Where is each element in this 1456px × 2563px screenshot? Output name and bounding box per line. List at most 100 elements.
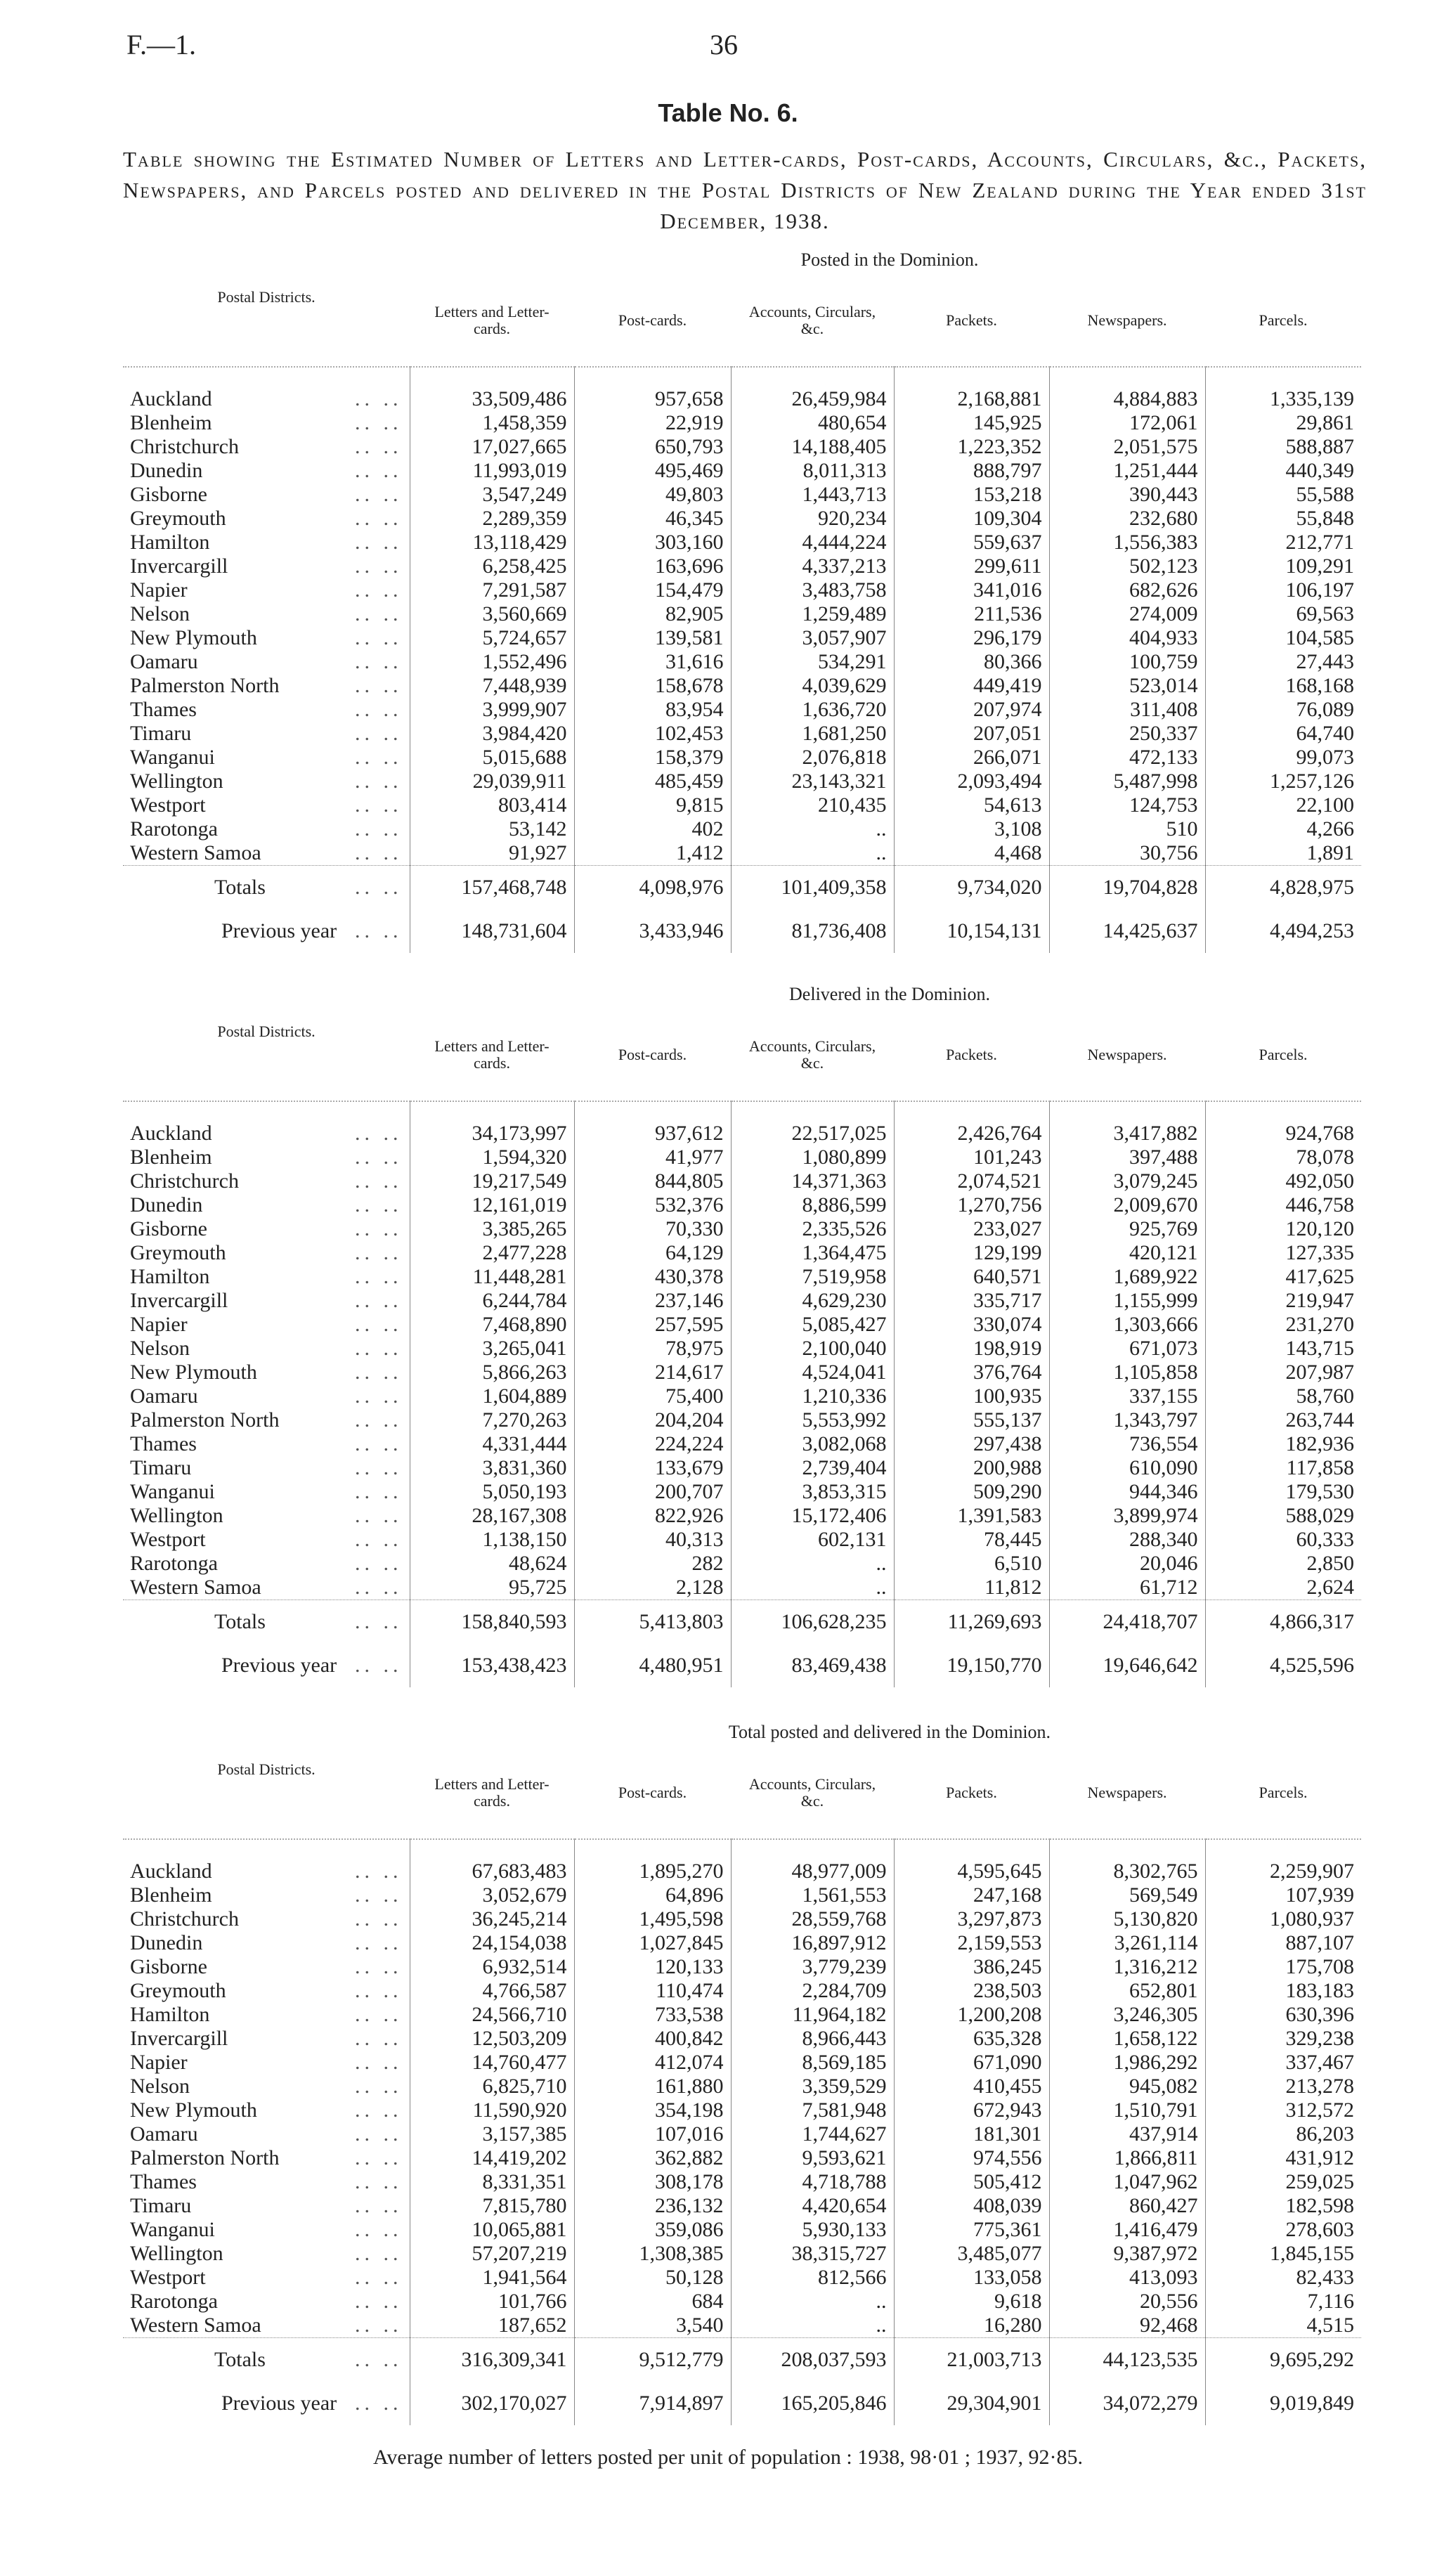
- caption: Table showing the Estimated Number of Le…: [123, 147, 1367, 233]
- cell: 3,385,265: [409, 1217, 574, 1241]
- spacer-cell: [893, 1839, 1049, 1860]
- data-row: Thames .. .. 3,999,907 83,954 1,636,720 207,9…: [123, 698, 1361, 722]
- cell: 362,882: [573, 2146, 731, 2170]
- data-row: Nelson .. .. 3,265,041 78,975 2,100,040 198,9…: [123, 1337, 1361, 1361]
- cell: 24,566,710: [409, 2003, 574, 2027]
- cell: 736,554: [1048, 1432, 1205, 1456]
- cell: 161,880: [573, 2075, 731, 2098]
- cell: 76,089: [1204, 698, 1361, 722]
- row-label: Gisborne: [130, 483, 207, 506]
- cell: 402: [573, 817, 731, 841]
- cell: 640,571: [893, 1265, 1049, 1289]
- column-header: Newspapers.: [1049, 1009, 1205, 1102]
- leader: .. ..: [355, 1528, 403, 1551]
- data-row: Dunedin .. .. 24,154,038 1,027,845 16,897,91…: [123, 1931, 1361, 1955]
- cell: 974,556: [893, 2146, 1049, 2170]
- cell: 3,999,907: [409, 698, 574, 722]
- cell: 3,560,669: [409, 602, 574, 626]
- column-header: Accounts, Circulars, &c.: [731, 1009, 894, 1102]
- cell: 60,333: [1204, 1528, 1361, 1552]
- cell: 78,445: [893, 1528, 1049, 1552]
- cell: 10,065,881: [409, 2218, 574, 2242]
- cell: 860,427: [1048, 2194, 1205, 2218]
- leader: .. ..: [355, 411, 403, 434]
- row-label-cell: Dunedin .. ..: [123, 1931, 410, 1955]
- cell: 158,678: [573, 674, 731, 698]
- spacer-cell: [1048, 367, 1205, 387]
- cell: 312,572: [1204, 2098, 1361, 2122]
- cell: 55,588: [1204, 483, 1361, 507]
- cell: 1,744,627: [730, 2122, 894, 2146]
- row-label: Oamaru: [130, 2122, 198, 2146]
- data-row: Auckland .. .. 33,509,486 957,658 26,459,984…: [123, 387, 1361, 411]
- row-label: Nelson: [130, 2075, 190, 2098]
- leader: .. ..: [355, 1552, 403, 1575]
- row-label-cell: Invercargill .. ..: [123, 554, 410, 578]
- cell: 19,704,828: [1048, 865, 1205, 909]
- cell: 210,435: [730, 793, 894, 817]
- cell: 844,805: [573, 1169, 731, 1193]
- row-label: Rarotonga: [130, 817, 218, 841]
- data-row: Gisborne .. .. 3,385,265 70,330 2,335,526 233…: [123, 1217, 1361, 1241]
- row-label: Timaru: [130, 722, 192, 745]
- data-row: Western Samoa .. .. 95,725 2,128.. 11,812 61,…: [123, 1576, 1361, 1600]
- cell: 207,051: [893, 722, 1049, 746]
- cell: 83,469,438: [730, 1644, 894, 1687]
- cell: 682,626: [1048, 578, 1205, 602]
- cell: 3,779,239: [730, 1955, 894, 1979]
- cell: 6,932,514: [409, 1955, 574, 1979]
- leader: .. ..: [355, 1289, 403, 1312]
- cell: 8,011,313: [730, 459, 894, 483]
- cell: 2,168,881: [893, 387, 1049, 411]
- cell: 28,167,308: [409, 1504, 574, 1528]
- cell: 1,335,139: [1204, 387, 1361, 411]
- cell: 510: [1048, 817, 1205, 841]
- spacer-cell: [1204, 1839, 1361, 1860]
- cell: 4,718,788: [730, 2170, 894, 2194]
- cell: 1,552,496: [409, 650, 574, 674]
- cell: 198,919: [893, 1337, 1049, 1361]
- row-label: Hamilton: [130, 531, 210, 554]
- cell: 472,133: [1048, 746, 1205, 770]
- cell: 8,302,765: [1048, 1860, 1205, 1883]
- row-label-cell: Totals .. ..: [123, 2337, 410, 2382]
- cell: 397,488: [1048, 1146, 1205, 1169]
- cell: 40,313: [573, 1528, 731, 1552]
- cell: 308,178: [573, 2170, 731, 2194]
- leader: .. ..: [355, 770, 403, 793]
- cell: 1,658,122: [1048, 2027, 1205, 2051]
- cell: 1,343,797: [1048, 1408, 1205, 1432]
- cell: 29,304,901: [893, 2382, 1049, 2425]
- cell: 1,270,756: [893, 1193, 1049, 1217]
- summary-row: Previous year .. .. 302,170,027 7,914,897 16…: [123, 2382, 1361, 2425]
- row-label-cell: New Plymouth .. ..: [123, 626, 410, 650]
- data-row: Napier .. .. 7,468,890 257,595 5,085,427 330,…: [123, 1313, 1361, 1337]
- cell: 5,413,803: [573, 1600, 731, 1644]
- cell: 1,604,889: [409, 1384, 574, 1408]
- row-label-cell: Nelson .. ..: [123, 602, 410, 626]
- row-label-cell: Western Samoa .. ..: [123, 841, 410, 866]
- row-label: Oamaru: [130, 650, 198, 673]
- leader: .. ..: [355, 650, 403, 673]
- row-label-cell: Westport .. ..: [123, 2266, 410, 2290]
- cell: 2,426,764: [893, 1122, 1049, 1146]
- row-label: Christchurch: [130, 1169, 239, 1193]
- spacer-cell: [123, 1101, 410, 1122]
- row-label: Christchurch: [130, 1907, 239, 1931]
- cell: 288,340: [1048, 1528, 1205, 1552]
- cell: 5,553,992: [730, 1408, 894, 1432]
- cell: 2,128: [573, 1576, 731, 1600]
- row-label-cell: Western Samoa .. ..: [123, 1576, 410, 1600]
- row-label: Nelson: [130, 602, 190, 625]
- cell: 30,756: [1048, 841, 1205, 866]
- cell: 1,443,713: [730, 483, 894, 507]
- cell: 1,636,720: [730, 698, 894, 722]
- cell: 3,831,360: [409, 1456, 574, 1480]
- row-label-cell: Oamaru .. ..: [123, 1384, 410, 1408]
- cell: 1,416,479: [1048, 2218, 1205, 2242]
- cell: 16,897,912: [730, 1931, 894, 1955]
- cell: 390,443: [1048, 483, 1205, 507]
- cell: 8,569,185: [730, 2051, 894, 2075]
- row-label: Wanganui: [130, 746, 215, 769]
- data-row: Palmerston North .. .. 7,270,263 204,204 5,5…: [123, 1408, 1361, 1432]
